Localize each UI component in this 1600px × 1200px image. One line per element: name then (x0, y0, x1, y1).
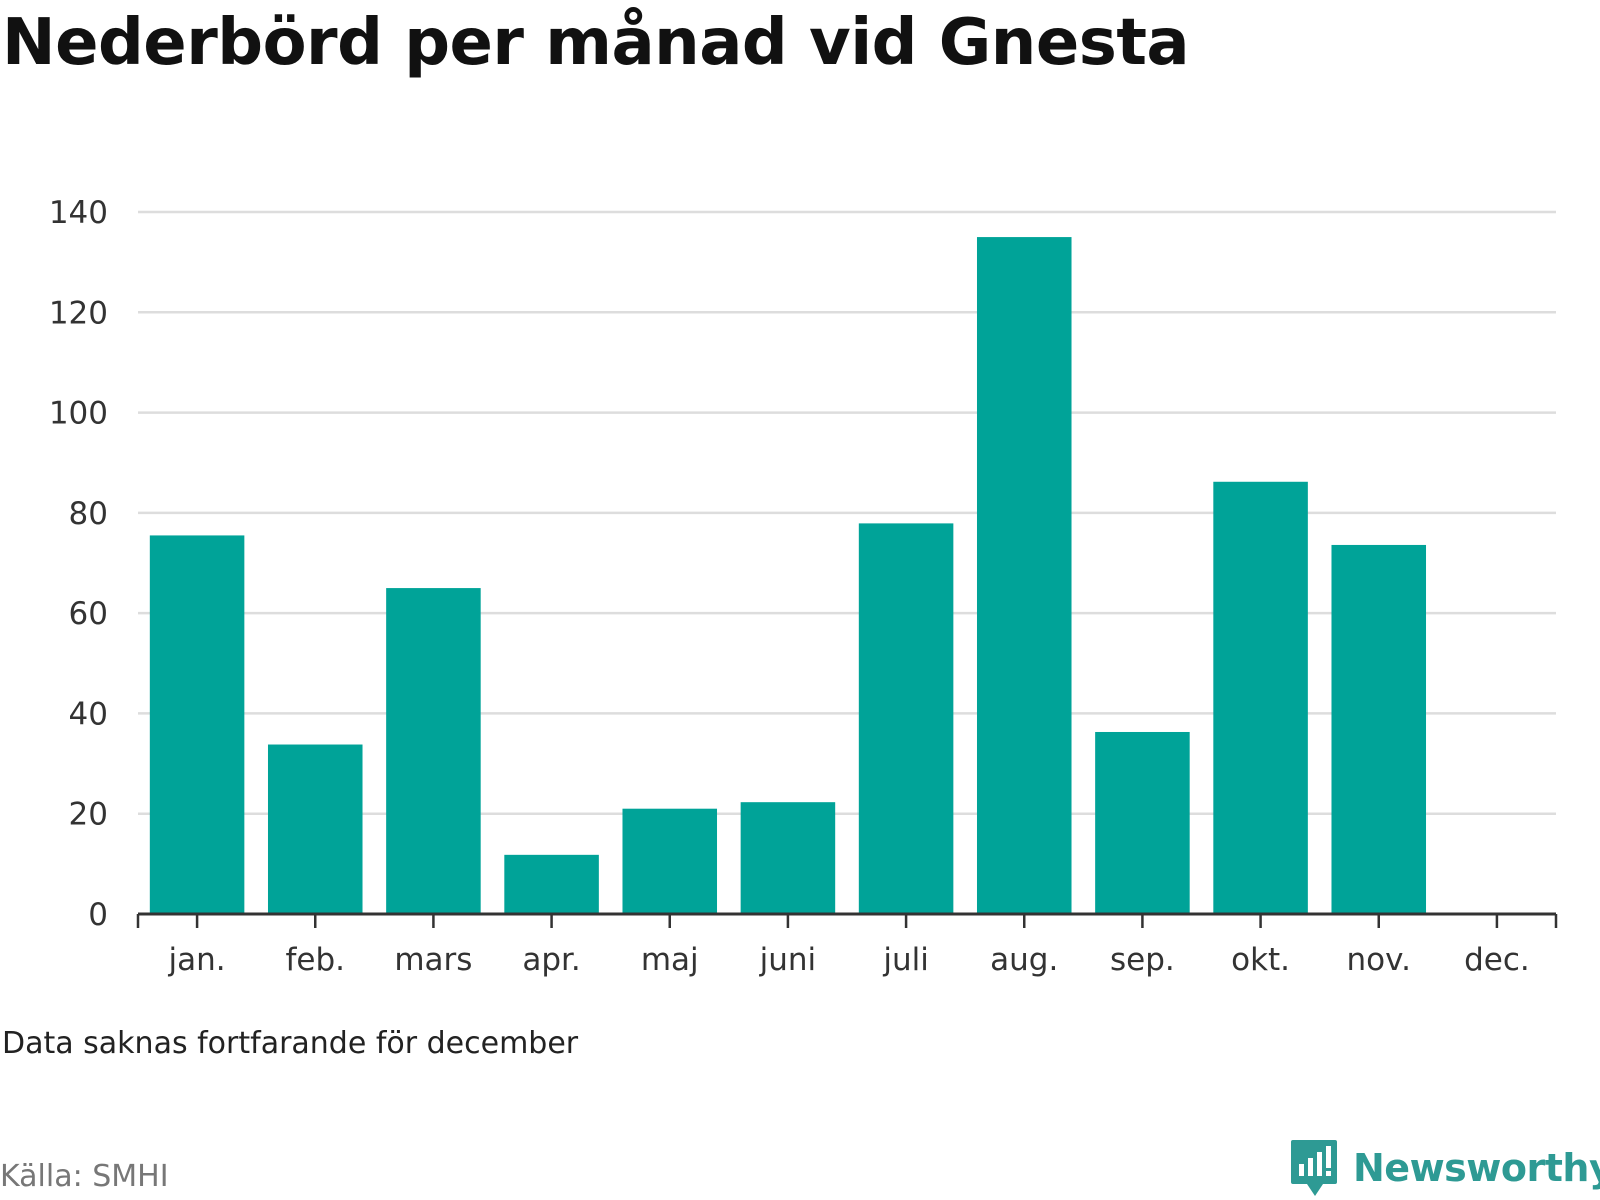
x-tick-label: dec. (1464, 942, 1530, 978)
x-tick-label: juli (882, 942, 929, 978)
x-tick-label: jan. (168, 942, 226, 978)
chart-title: Nederbörd per månad vid Gnesta (2, 6, 1190, 80)
bar-juli (858, 523, 954, 914)
x-axis-tick-labels: jan. feb. mars apr. maj juni juli aug. sep. okt. n… (168, 942, 1530, 978)
x-tick-label: sep. (1110, 942, 1175, 978)
bar-aug (976, 237, 1072, 915)
footnote: Data saknas fortfarande för december (2, 1026, 579, 1061)
newsworthy-logo-icon (1291, 1140, 1337, 1196)
y-tick-label: 80 (69, 496, 108, 532)
y-tick-label: 40 (69, 696, 108, 732)
x-tick-label: juni (759, 942, 817, 978)
x-tick-label: okt. (1231, 942, 1290, 978)
gridlines (138, 210, 1556, 815)
y-tick-label: 120 (49, 295, 108, 331)
x-tick-label: apr. (522, 942, 580, 978)
bar-jan (149, 535, 245, 914)
brand-name: Newsworthy (1353, 1146, 1600, 1190)
bars (149, 237, 1427, 915)
y-tick-label: 100 (49, 396, 108, 432)
y-axis-tick-labels: 0 20 40 60 80 100 120 140 (49, 195, 108, 933)
bar-maj (622, 808, 718, 914)
bar-nov (1331, 544, 1427, 914)
bar-apr (504, 854, 599, 914)
y-tick-label: 140 (49, 195, 108, 231)
bar-feb (267, 744, 363, 914)
x-tick-label: aug. (990, 942, 1058, 978)
x-tick-label: feb. (285, 942, 345, 978)
x-tick-label: maj (641, 942, 699, 978)
x-axis (136, 912, 1558, 928)
y-tick-label: 60 (69, 596, 108, 632)
y-tick-label: 0 (88, 897, 108, 933)
x-tick-label: nov. (1347, 942, 1411, 978)
bar-chart: 0 20 40 60 80 100 120 140 jan. feb. mars apr. maj ju… (49, 195, 1558, 978)
x-tick-label: mars (394, 942, 472, 978)
bar-juni (740, 802, 836, 914)
source-label: Källa: SMHI (0, 1159, 169, 1194)
bar-mars (386, 588, 481, 914)
brand: Newsworthy (1289, 1138, 1600, 1198)
bar-sep (1095, 731, 1190, 914)
y-tick-label: 20 (69, 797, 108, 833)
bar-okt (1213, 481, 1308, 914)
